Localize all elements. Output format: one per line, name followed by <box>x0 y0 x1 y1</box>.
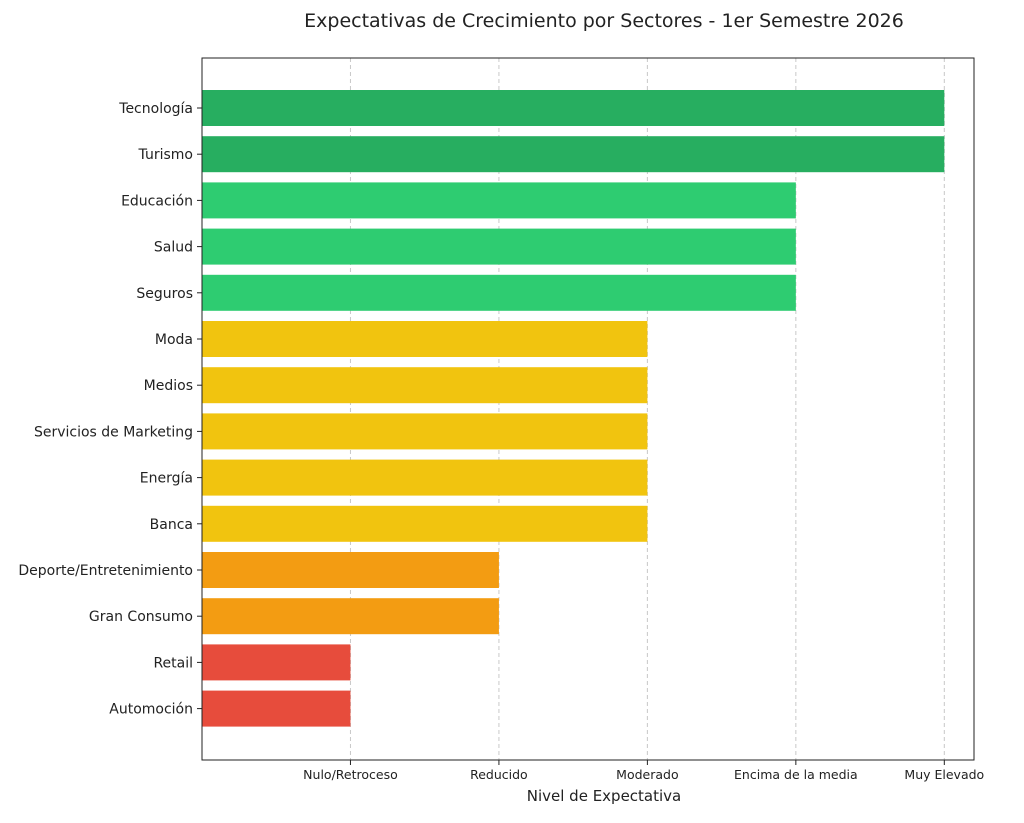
y-tick-label-educacion: Educación <box>121 193 193 209</box>
bar-turismo <box>202 136 945 173</box>
bar-salud <box>202 228 796 265</box>
y-tick-label-gran-consumo: Gran Consumo <box>89 609 193 625</box>
bar-educacion <box>202 182 796 219</box>
x-tick-label-nulo-retroceso: Nulo/Retroceso <box>303 767 398 782</box>
x-axis-tick-labels: Nulo/Retroceso Reducido Moderado Encima de … <box>303 760 984 782</box>
y-tick-label-seguros: Seguros <box>136 286 193 302</box>
x-axis-label: Nivel de Expectativa <box>527 787 682 805</box>
y-tick-label-moda: Moda <box>155 332 193 348</box>
bars <box>202 90 945 727</box>
bar-automocion <box>202 690 351 727</box>
y-tick-label-energia: Energía <box>140 471 193 487</box>
y-tick-label-salud: Salud <box>154 240 193 256</box>
bar-deporte-entretenimiento <box>202 552 499 588</box>
bar-retail <box>202 644 351 681</box>
y-tick-label-tecnologia: Tecnología <box>118 101 193 117</box>
x-tick-label-moderado: Moderado <box>616 767 678 782</box>
y-tick-label-turismo: Turismo <box>138 147 193 163</box>
y-tick-label-automocion: Automoción <box>109 702 193 718</box>
bar-seguros <box>202 274 796 311</box>
plot-frame <box>201 57 975 761</box>
y-tick-label-medios: Medios <box>144 378 193 394</box>
x-tick-label-encima-de-la-media: Encima de la media <box>734 767 858 782</box>
bar-medios <box>202 367 648 404</box>
y-tick-label-retail: Retail <box>153 655 193 671</box>
bar-gran-consumo <box>202 598 499 635</box>
chart-title: Expectativas de Crecimiento por Sectores… <box>304 10 904 32</box>
bar-servicios-de-marketing <box>202 413 648 450</box>
bar-energia <box>202 459 648 496</box>
y-tick-label-servicios-de-marketing: Servicios de Marketing <box>34 424 193 440</box>
bar-moda <box>202 321 648 357</box>
x-tick-label-reducido: Reducido <box>470 767 528 782</box>
y-tick-label-banca: Banca <box>150 517 193 533</box>
y-tick-label-deporte-entretenimiento: Deporte/Entretenimiento <box>18 563 193 579</box>
x-tick-label-muy-elevado: Muy Elevado <box>904 767 984 782</box>
grid-lines <box>349 58 945 760</box>
bar-tecnologia <box>202 90 945 126</box>
y-axis-tick-labels: Tecnología Turismo Educación Salud Seguros Mo… <box>18 101 202 718</box>
bar-banca <box>202 505 648 542</box>
